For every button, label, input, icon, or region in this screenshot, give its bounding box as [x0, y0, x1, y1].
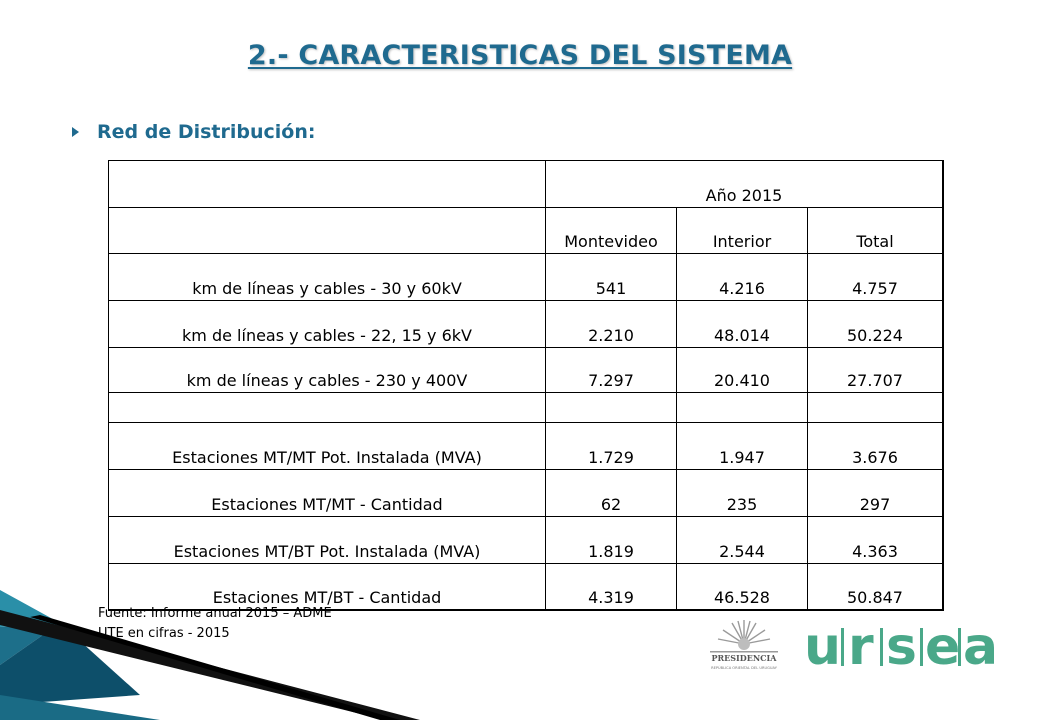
table-row: km de líneas y cables - 22, 15 y 6kV 2.2… — [108, 300, 944, 348]
table-row: Estaciones MT/BT - Cantidad 4.319 46.528… — [108, 563, 944, 611]
ursea-logo: PRESIDENCIA REPÚBLICA ORIENTAL DEL URUGU… — [710, 617, 994, 677]
empty-header-cell — [108, 207, 546, 254]
wordmark-letter: e — [925, 617, 960, 677]
row-label: Estaciones MT/MT - Cantidad — [108, 469, 546, 517]
cell-interior: 4.216 — [676, 253, 808, 301]
cell-interior: 46.528 — [676, 563, 808, 611]
section-heading: Red de Distribución: — [97, 121, 316, 143]
col-header-total: Total — [807, 207, 944, 254]
cell-interior: 48.014 — [676, 300, 808, 348]
cell-montevideo: 62 — [545, 469, 677, 517]
table-row: km de líneas y cables - 230 y 400V 7.297… — [108, 347, 944, 393]
cell-total: 4.757 — [807, 253, 944, 301]
row-label: Estaciones MT/BT Pot. Instalada (MVA) — [108, 516, 546, 564]
row-label: km de líneas y cables - 230 y 400V — [108, 347, 546, 393]
seal-text: PRESIDENCIA — [712, 653, 778, 663]
table-row-spacer — [108, 392, 944, 423]
table-row: Estaciones MT/MT Pot. Instalada (MVA) 1.… — [108, 422, 944, 470]
cell-montevideo: 2.210 — [545, 300, 677, 348]
cell-montevideo: 541 — [545, 253, 677, 301]
cell-interior: 235 — [676, 469, 808, 517]
cell-total: 4.363 — [807, 516, 944, 564]
cell-interior: 1.947 — [676, 422, 808, 470]
cell-total: 3.676 — [807, 422, 944, 470]
cell-montevideo: 1.819 — [545, 516, 677, 564]
table-row: Estaciones MT/BT Pot. Instalada (MVA) 1.… — [108, 516, 944, 564]
col-header-montevideo: Montevideo — [545, 207, 677, 254]
empty-header-cell — [108, 160, 546, 208]
cell-total: 27.707 — [807, 347, 944, 393]
cell-montevideo: 4.319 — [545, 563, 677, 611]
presidencia-seal-icon: PRESIDENCIA REPÚBLICA ORIENTAL DEL URUGU… — [710, 620, 778, 670]
row-label: km de líneas y cables - 30 y 60kV — [108, 253, 546, 301]
row-label: Estaciones MT/MT Pot. Instalada (MVA) — [108, 422, 546, 470]
cell-total: 50.224 — [807, 300, 944, 348]
wordmark-letter: r — [848, 617, 874, 677]
row-label: Estaciones MT/BT - Cantidad — [108, 563, 546, 611]
wordmark-letter: a — [963, 617, 994, 677]
table-row: Estaciones MT/MT - Cantidad 62 235 297 — [108, 469, 944, 517]
page-title: 2.- CARACTERISTICAS DEL SISTEMA — [247, 40, 793, 71]
year-header: Año 2015 — [545, 160, 944, 208]
ursea-wordmark: u r s e a — [804, 617, 994, 677]
wordmark-letter: u — [804, 617, 841, 677]
cell-total: 297 — [807, 469, 944, 517]
distribution-table: Año 2015 Montevideo Interior Total km de… — [108, 160, 944, 611]
col-header-interior: Interior — [676, 207, 808, 254]
section-bullet: Red de Distribución: — [72, 118, 315, 146]
cell-interior — [676, 392, 808, 423]
cell-interior: 20.410 — [676, 347, 808, 393]
triangle-bullet-icon — [72, 127, 79, 137]
source-line-2: UTE en cifras - 2015 — [98, 626, 230, 641]
decorative-swoosh — [0, 585, 620, 720]
wordmark-letter: s — [886, 617, 917, 677]
cell-total — [807, 392, 944, 423]
cell-total: 50.847 — [807, 563, 944, 611]
cell-montevideo: 7.297 — [545, 347, 677, 393]
source-line-1: Fuente: Informe anual 2015 – ADME — [98, 606, 332, 621]
cell-montevideo — [545, 392, 677, 423]
cell-interior: 2.544 — [676, 516, 808, 564]
cell-montevideo: 1.729 — [545, 422, 677, 470]
source-note: Fuente: Informe anual 2015 – ADME UTE en… — [98, 604, 332, 644]
seal-subtext: REPÚBLICA ORIENTAL DEL URUGUAY — [711, 665, 778, 670]
table-row: km de líneas y cables - 30 y 60kV 541 4.… — [108, 253, 944, 301]
row-label — [108, 392, 546, 423]
row-label: km de líneas y cables - 22, 15 y 6kV — [108, 300, 546, 348]
